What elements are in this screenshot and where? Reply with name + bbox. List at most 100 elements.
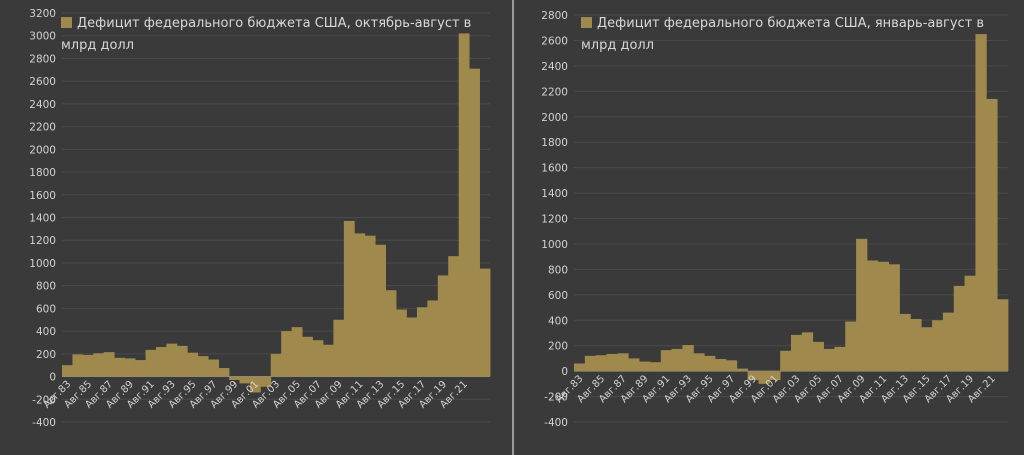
y-tick-label: 1000 — [29, 258, 56, 270]
y-tick-label: 1200 — [541, 214, 568, 226]
bar — [385, 290, 397, 377]
legend-label-line2: млрд долл — [581, 38, 654, 53]
bar — [758, 371, 770, 384]
bar — [375, 244, 387, 377]
bar — [479, 268, 491, 377]
y-tick-label: 400 — [36, 326, 56, 338]
bar — [715, 359, 727, 372]
bar — [103, 352, 115, 377]
bar — [953, 285, 965, 372]
y-tick-label: 1400 — [29, 213, 56, 225]
bar — [780, 350, 792, 372]
bar — [769, 371, 781, 381]
bar — [649, 362, 662, 372]
bar — [291, 327, 303, 377]
bar — [354, 233, 366, 377]
bar — [249, 376, 261, 393]
bar — [704, 355, 716, 372]
panel-divider — [512, 0, 514, 455]
y-tick-label: -200 — [544, 392, 568, 404]
bar — [72, 354, 84, 377]
bar — [176, 345, 188, 377]
bar — [270, 353, 282, 377]
bar — [932, 320, 944, 372]
bar — [866, 260, 879, 372]
bar — [145, 349, 157, 377]
bar — [791, 334, 803, 372]
legend-label-line1: Дефицит федерального бюджета США, октябр… — [77, 16, 471, 31]
legend-swatch — [581, 17, 592, 28]
bar — [427, 300, 439, 377]
bar — [239, 376, 251, 384]
bar — [845, 321, 857, 372]
legend-swatch — [61, 17, 72, 28]
bar — [343, 220, 355, 377]
y-tick-label: 1800 — [29, 167, 56, 179]
bar — [364, 235, 376, 377]
y-tick-label: 800 — [548, 264, 568, 276]
y-tick-label: 3000 — [29, 31, 56, 43]
y-tick-label: 2200 — [29, 122, 56, 134]
chart-jan-aug: -400 -200 0 200 400 600 800 1000 1200 1400 1600 180… — [541, 10, 1009, 429]
y-tick-label: -400 — [544, 417, 568, 429]
bar — [584, 355, 597, 372]
bar — [458, 33, 470, 377]
y-tick-label: 600 — [36, 303, 56, 315]
y-tick-label: 1600 — [29, 190, 56, 202]
y-tick-label: -400 — [32, 417, 56, 429]
bar — [747, 371, 759, 381]
bar — [302, 336, 313, 377]
bar — [135, 360, 146, 377]
y-tick-label: 2400 — [541, 61, 568, 73]
y-tick-label: 1200 — [29, 235, 56, 247]
bar — [229, 376, 240, 380]
bar — [322, 344, 334, 377]
y-tick-label: -200 — [32, 394, 56, 406]
bar — [124, 358, 136, 377]
bar — [574, 363, 586, 372]
bar — [801, 332, 814, 372]
bar — [416, 307, 428, 377]
y-tick-label: 200 — [548, 341, 568, 353]
y-tick-label: 2000 — [541, 112, 568, 124]
y-tick-label: 2800 — [541, 10, 568, 22]
bar — [437, 275, 449, 377]
bar — [682, 345, 694, 372]
bar — [312, 340, 324, 377]
bar — [910, 318, 922, 372]
bar — [166, 343, 178, 377]
bar — [62, 365, 73, 377]
bar — [899, 313, 911, 372]
bar — [114, 357, 126, 377]
y-tick-label: 2600 — [541, 35, 568, 47]
bar — [997, 299, 1009, 372]
bar — [197, 356, 209, 377]
bar — [736, 368, 748, 372]
bar — [975, 34, 987, 372]
bar — [834, 346, 846, 372]
bar — [639, 361, 651, 372]
bar — [187, 352, 199, 377]
bar — [595, 355, 607, 372]
bar — [812, 341, 824, 372]
y-tick-label: 2600 — [29, 76, 56, 88]
y-tick-label: 3200 — [29, 8, 56, 20]
bar — [396, 309, 407, 377]
bar — [725, 360, 738, 372]
bar — [921, 327, 933, 372]
bar — [823, 348, 835, 372]
y-tick-label: 800 — [36, 281, 56, 293]
bar — [671, 348, 683, 372]
bar — [856, 238, 868, 372]
bar — [617, 353, 629, 372]
y-tick-label: 1400 — [541, 188, 568, 200]
bar — [986, 98, 998, 372]
y-tick-label: 200 — [36, 349, 56, 361]
y-tick-label: 400 — [548, 315, 568, 327]
bar — [888, 264, 900, 372]
bar — [333, 319, 345, 377]
legend-label-line1: Дефицит федерального бюджета США, январь… — [597, 16, 984, 31]
y-tick-label: 600 — [548, 290, 568, 302]
bar — [606, 353, 618, 372]
